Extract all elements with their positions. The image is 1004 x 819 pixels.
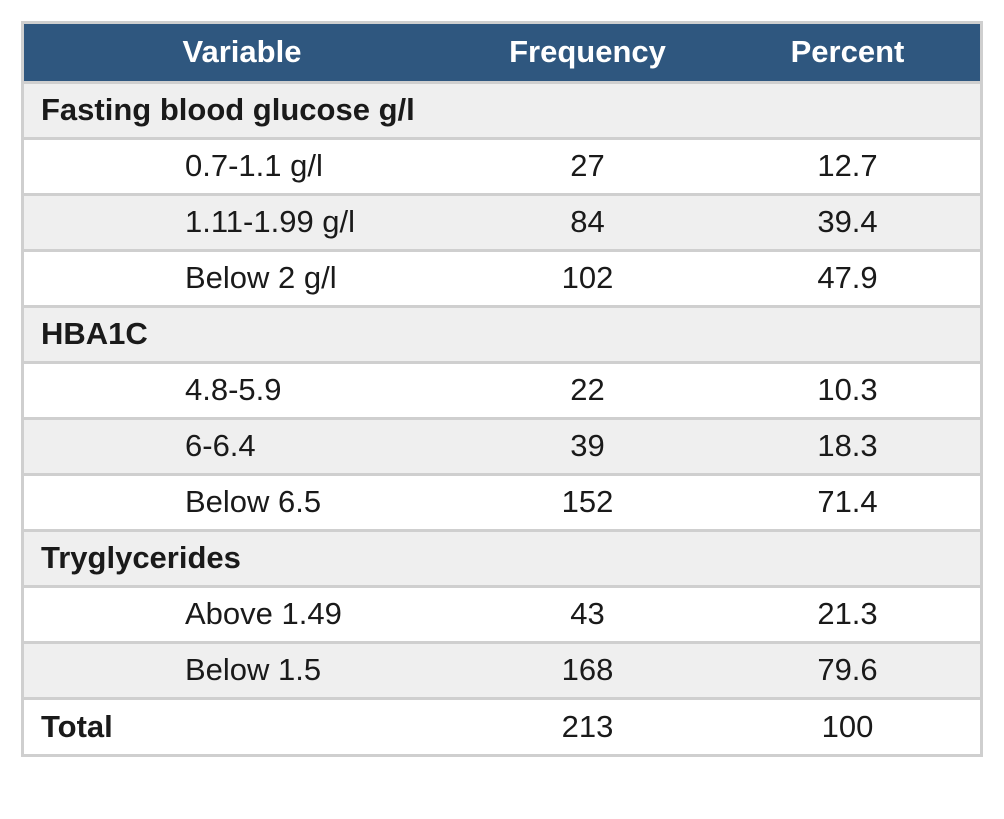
- row-frequency: 27: [570, 148, 605, 183]
- row-label: 1.11-1.99 g/l: [185, 204, 356, 239]
- group-label: Tryglycerides: [41, 540, 241, 575]
- group-row-hba1c: HBA1C: [24, 306, 980, 362]
- header-variable: Variable: [24, 24, 460, 84]
- row-label: Below 6.5: [185, 484, 322, 519]
- data-table-container: Variable Frequency Percent Fasting blood…: [21, 21, 983, 757]
- row-frequency: 168: [561, 652, 614, 687]
- row-percent: 71.4: [817, 484, 878, 519]
- table-row: 6-6.4 39 18.3: [24, 418, 980, 474]
- row-percent: 47.9: [817, 260, 878, 295]
- row-frequency: 22: [570, 372, 605, 407]
- row-label: Below 2 g/l: [185, 260, 337, 295]
- row-percent: 12.7: [817, 148, 878, 183]
- table-row: Below 1.5 168 79.6: [24, 642, 980, 698]
- group-row-fasting-glucose: Fasting blood glucose g/l: [24, 82, 980, 138]
- row-frequency: 84: [570, 204, 605, 239]
- table-row: 0.7-1.1 g/l 27 12.7: [24, 138, 980, 194]
- header-percent: Percent: [715, 24, 980, 84]
- row-frequency: 102: [561, 260, 614, 295]
- table-header: Variable Frequency Percent: [24, 24, 980, 84]
- row-label: Below 1.5: [185, 652, 322, 687]
- total-row: Total 213 100: [24, 698, 980, 754]
- table-row: 1.11-1.99 g/l 84 39.4: [24, 194, 980, 250]
- row-label: 0.7-1.1 g/l: [185, 148, 323, 183]
- group-label: Fasting blood glucose g/l: [41, 92, 415, 127]
- row-percent: 39.4: [817, 204, 878, 239]
- header-frequency: Frequency: [460, 24, 715, 84]
- table-row: 4.8-5.9 22 10.3: [24, 362, 980, 418]
- table-row: Below 6.5 152 71.4: [24, 474, 980, 530]
- row-percent: 18.3: [817, 428, 878, 463]
- row-label: Above 1.49: [185, 596, 342, 631]
- row-frequency: 39: [570, 428, 605, 463]
- total-frequency: 213: [561, 708, 614, 744]
- data-table: Variable Frequency Percent Fasting blood…: [24, 24, 980, 754]
- group-label: HBA1C: [41, 316, 148, 351]
- group-row-tryglycerides: Tryglycerides: [24, 530, 980, 586]
- table-row: Below 2 g/l 102 47.9: [24, 250, 980, 306]
- row-frequency: 43: [570, 596, 605, 631]
- row-label: 6-6.4: [185, 428, 256, 463]
- row-percent: 21.3: [817, 596, 878, 631]
- total-percent: 100: [821, 708, 874, 744]
- table-body: Fasting blood glucose g/l 0.7-1.1 g/l 27…: [24, 82, 980, 754]
- row-percent: 10.3: [817, 372, 878, 407]
- table-row: Above 1.49 43 21.3: [24, 586, 980, 642]
- row-frequency: 152: [561, 484, 614, 519]
- row-percent: 79.6: [817, 652, 878, 687]
- row-label: 4.8-5.9: [185, 372, 282, 407]
- header-row: Variable Frequency Percent: [24, 24, 980, 84]
- total-label: Total: [41, 708, 113, 744]
